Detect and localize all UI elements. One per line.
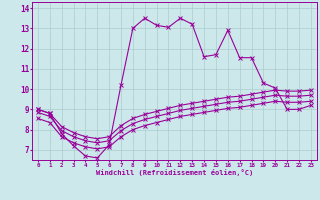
X-axis label: Windchill (Refroidissement éolien,°C): Windchill (Refroidissement éolien,°C) (96, 169, 253, 176)
